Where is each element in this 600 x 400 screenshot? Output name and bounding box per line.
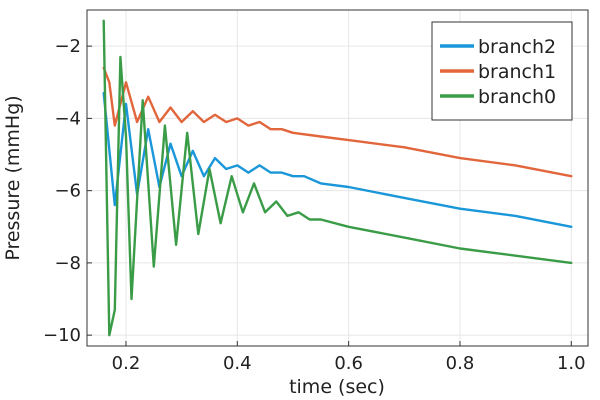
x-tick-labels: 0.2 0.4 0.6 0.8 1.0 — [112, 341, 586, 374]
series-line-branch2 — [102, 91, 573, 228]
series-lines — [102, 19, 573, 337]
series-line-branch0 — [102, 19, 573, 337]
legend-label-branch2: branch2 — [478, 36, 556, 58]
y-tick-label: −2 — [54, 36, 81, 57]
x-tick-label: 0.6 — [334, 353, 363, 374]
y-tick-label: −6 — [54, 181, 81, 202]
y-tick-labels: −10 −8 −6 −4 −2 — [43, 36, 92, 346]
legend-label-branch1: branch1 — [478, 61, 556, 83]
series-line-branch1 — [102, 66, 573, 178]
x-tick-label: 0.2 — [112, 353, 141, 374]
x-tick-label: 0.8 — [446, 353, 475, 374]
y-tick-label: −4 — [54, 108, 81, 129]
y-tick-label: −10 — [43, 325, 81, 346]
y-tick-label: −8 — [54, 253, 81, 274]
legend: branch2 branch1 branch0 — [431, 21, 573, 121]
legend-label-branch0: branch0 — [478, 86, 556, 108]
y-axis-label: Pressure (mmHg) — [2, 95, 24, 260]
x-tick-label: 1.0 — [557, 353, 586, 374]
x-axis-label: time (sec) — [289, 376, 385, 398]
x-tick-label: 0.4 — [223, 353, 252, 374]
plot-frame — [86, 9, 589, 347]
